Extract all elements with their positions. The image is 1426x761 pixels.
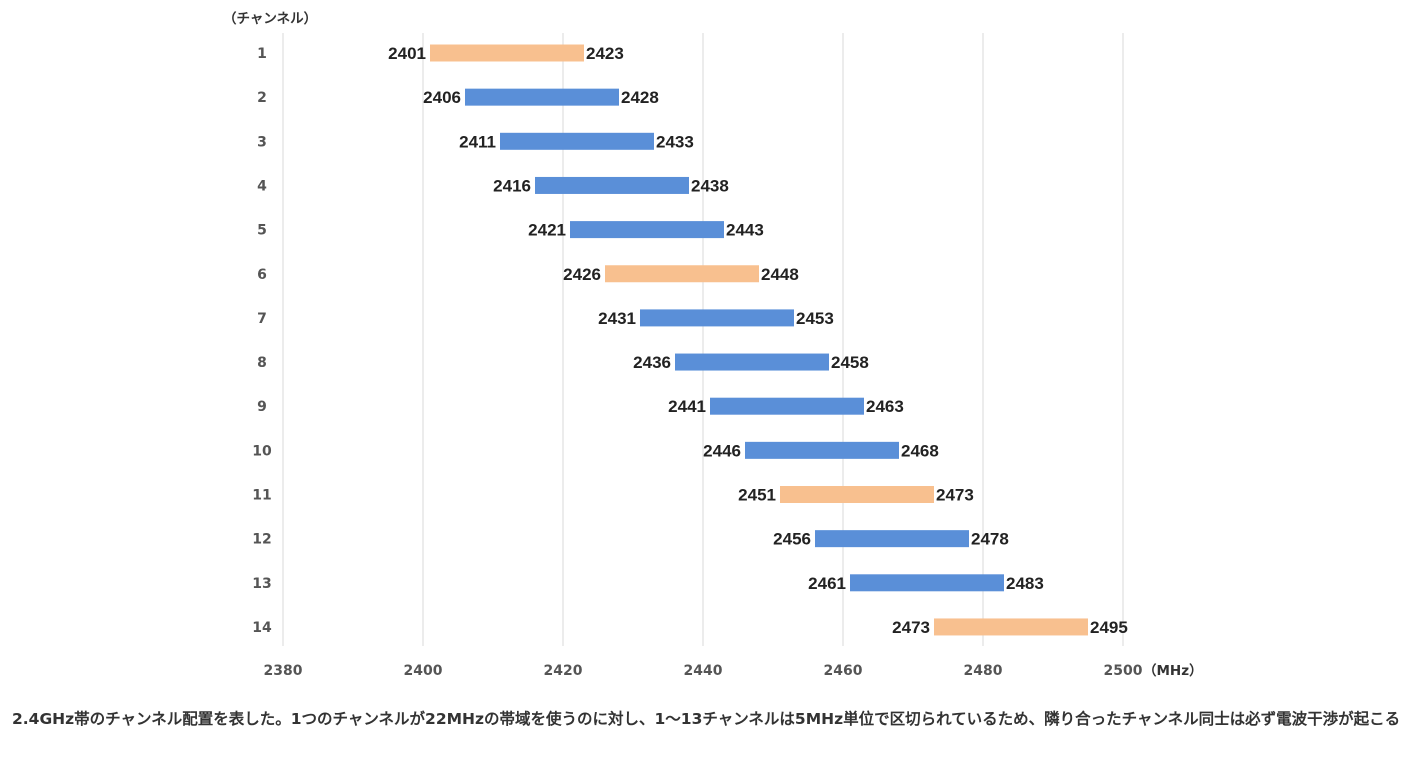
bar-channel-2 [465,88,619,106]
label-end-channel-13: 2483 [1006,574,1044,593]
label-start-channel-11: 2451 [738,486,776,505]
label-end-channel-12: 2478 [971,530,1009,549]
label-end-channel-5: 2443 [726,221,764,240]
y-tick-4: 4 [257,178,267,194]
label-end-channel-4: 2438 [691,176,729,195]
label-end-channel-11: 2473 [936,486,974,505]
bar-channel-11 [780,486,934,503]
y-tick-5: 5 [257,223,267,239]
x-tick-2460: 2460 [824,663,863,679]
bar-channel-13 [850,574,1004,592]
bar-channel-12 [815,530,969,548]
label-start-channel-8: 2436 [633,353,671,372]
bar-channel-10 [745,441,899,459]
bar-channel-14 [934,618,1088,636]
label-end-channel-3: 2433 [656,132,694,151]
y-tick-12: 12 [252,532,271,548]
y-tick-13: 13 [252,576,271,592]
y-tick-6: 6 [257,267,267,283]
y-tick-8: 8 [257,355,267,371]
bar-channel-7 [640,309,794,327]
label-end-channel-9: 2463 [866,397,904,416]
y-tick-14: 14 [252,620,272,636]
label-start-channel-6: 2426 [563,265,601,284]
label-start-channel-3: 2411 [459,132,496,151]
label-start-channel-10: 2446 [703,441,741,460]
bar-channel-8 [675,353,829,371]
label-end-channel-10: 2468 [901,441,939,460]
bar-channel-4 [535,176,689,194]
range-bars [430,44,1088,636]
y-tick-2: 2 [257,90,267,106]
label-start-channel-7: 2431 [598,309,636,328]
bar-channel-1 [430,44,584,62]
label-start-channel-13: 2461 [808,574,846,593]
y-tick-3: 3 [257,134,267,150]
bar-channel-3 [500,132,654,150]
y-tick-10: 10 [252,443,272,459]
label-end-channel-6: 2448 [761,265,799,284]
x-tick-2400: 2400 [404,663,443,679]
gridlines [282,33,1124,646]
label-start-channel-5: 2421 [528,221,566,240]
x-tick-2380: 2380 [264,663,303,679]
x-tick-labels: 2380 2400 2420 2440 2460 2480 2500 [264,663,1143,679]
label-start-channel-12: 2456 [773,530,811,549]
y-tick-7: 7 [257,311,267,327]
label-start-channel-2: 2406 [423,88,461,107]
x-tick-2420: 2420 [544,663,583,679]
x-tick-2480: 2480 [964,663,1003,679]
label-end-channel-8: 2458 [831,353,869,372]
x-tick-2440: 2440 [684,663,723,679]
label-start-channel-1: 2401 [388,44,426,63]
label-start-channel-14: 2473 [892,618,930,637]
data-labels: 2401 2423 2406 2428 2411 2433 2416 2438 2421 2443… [388,44,1128,637]
label-end-channel-14: 2495 [1090,618,1128,637]
label-end-channel-2: 2428 [621,88,659,107]
x-tick-2500: 2500 [1104,663,1143,679]
bar-channel-6 [605,265,759,283]
figure-caption: 2.4GHz帯のチャンネル配置を表した。1つのチャンネルが22MHzの帯域を使う… [12,710,1401,728]
y-tick-11: 11 [252,488,271,504]
label-start-channel-9: 2441 [668,397,706,416]
y-axis-unit-label: （チャンネル） [223,11,317,27]
x-axis-unit-label: （MHz） [1143,663,1203,679]
bar-channel-9 [710,397,864,415]
label-start-channel-4: 2416 [493,176,531,195]
y-tick-1: 1 [257,46,267,62]
bar-channel-5 [570,221,724,239]
y-tick-9: 9 [257,399,267,415]
label-end-channel-7: 2453 [796,309,834,328]
label-end-channel-1: 2423 [586,44,624,63]
